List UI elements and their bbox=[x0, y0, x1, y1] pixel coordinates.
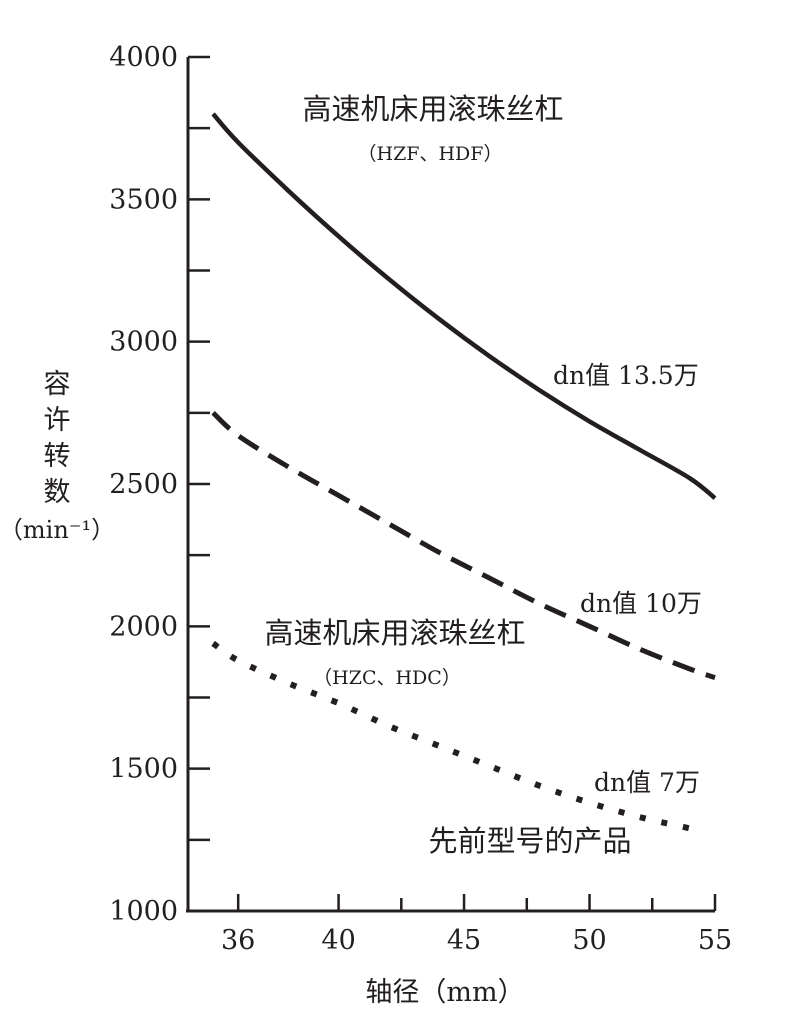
y-tick-labels: 1000 1500 2000 2500 3000 3500 4000 bbox=[109, 42, 178, 927]
series-label-70000: dn值 7万 bbox=[594, 768, 700, 797]
series-line-100000 bbox=[211, 410, 716, 680]
y-axis-title-char: 容 bbox=[44, 369, 71, 400]
y-axis-unit: （min⁻¹） bbox=[0, 516, 115, 544]
y-tick-label: 3500 bbox=[109, 184, 178, 215]
x-ticks bbox=[236, 894, 717, 911]
series-line-70000 bbox=[211, 640, 691, 832]
x-axis-title: 轴径（mm） bbox=[365, 977, 524, 1008]
y-ticks bbox=[188, 55, 210, 913]
x-tick-label: 50 bbox=[572, 925, 606, 956]
y-axis-title: 容 许 转 数 （min⁻¹） bbox=[0, 369, 115, 544]
annotation-hzf-hdf-models: （HZF、HDF） bbox=[358, 143, 503, 165]
x-tick-label: 36 bbox=[221, 925, 255, 956]
y-axis-title-char: 转 bbox=[44, 441, 71, 472]
series-label-100000: dn值 10万 bbox=[580, 589, 702, 618]
annotation-hzc-hdc-models: （HZC、HDC） bbox=[313, 667, 461, 689]
series-label-135000: dn值 13.5万 bbox=[553, 361, 699, 390]
y-tick-label: 1000 bbox=[109, 896, 178, 927]
plot-area bbox=[211, 112, 717, 832]
x-tick-label: 40 bbox=[321, 925, 355, 956]
x-tick-label: 55 bbox=[698, 925, 732, 956]
y-tick-label: 3000 bbox=[109, 327, 178, 358]
annotation-hzf-hdf: 高速机床用滚珠丝杠 bbox=[302, 92, 563, 126]
annotation-previous-model: 先前型号的产品 bbox=[428, 824, 631, 858]
y-axis-title-char: 数 bbox=[44, 477, 71, 508]
x-tick-label: 45 bbox=[447, 925, 481, 956]
y-tick-label: 1500 bbox=[109, 754, 178, 785]
x-tick-labels: 36 40 45 50 55 bbox=[221, 925, 732, 956]
y-tick-label: 4000 bbox=[109, 42, 178, 73]
annotation-hzc-hdc: 高速机床用滚珠丝杠 bbox=[264, 616, 525, 650]
y-tick-label: 2000 bbox=[109, 611, 178, 642]
series-line-135000 bbox=[211, 112, 717, 500]
y-axis-title-char: 许 bbox=[44, 405, 71, 436]
y-tick-label: 2500 bbox=[109, 469, 178, 500]
